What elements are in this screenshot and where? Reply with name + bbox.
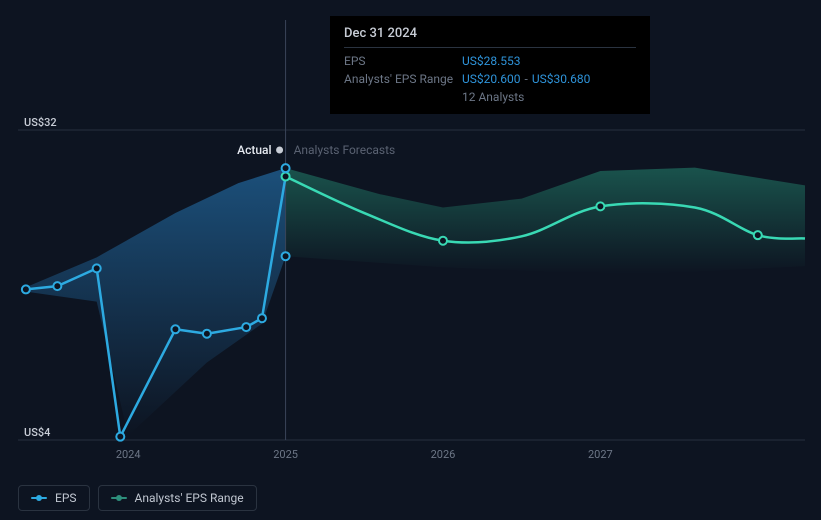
legend-item-range[interactable]: Analysts' EPS Range [98,485,257,511]
legend-swatch-eps [31,497,47,499]
tooltip-range-low: US$20.600 [462,72,521,86]
svg-text:2025: 2025 [273,448,298,461]
svg-text:US$32: US$32 [24,116,57,129]
tooltip-value-range: US$20.600-US$30.680 [462,72,590,86]
svg-text:2027: 2027 [588,448,613,461]
chart-tooltip: Dec 31 2024 EPS US$28.553 Analysts' EPS … [330,16,650,114]
chart-legend: EPS Analysts' EPS Range [18,485,257,511]
legend-label-range: Analysts' EPS Range [135,491,244,505]
svg-text:2024: 2024 [116,448,141,461]
svg-text:Actual: Actual [237,143,271,157]
tooltip-label-eps: EPS [344,54,462,68]
tooltip-divider [344,47,636,48]
tooltip-analyst-count: 12 Analysts [344,90,636,104]
tooltip-row-range: Analysts' EPS Range US$20.600-US$30.680 [344,70,636,88]
tooltip-row-eps: EPS US$28.553 [344,52,636,70]
eps-chart: US$32 US$4 2024 2025 2026 2027 Actual Analysts … [0,0,821,520]
legend-swatch-range [111,497,127,499]
tooltip-date: Dec 31 2024 [344,26,636,41]
tooltip-label-range: Analysts' EPS Range [344,72,462,86]
legend-label-eps: EPS [55,491,77,505]
svg-text:Analysts Forecasts: Analysts Forecasts [294,143,396,157]
tooltip-range-dash: - [525,72,528,86]
tooltip-value-eps: US$28.553 [462,54,521,68]
svg-text:2026: 2026 [431,448,456,461]
svg-text:US$4: US$4 [24,426,50,439]
tooltip-range-high: US$30.680 [532,72,591,86]
legend-item-eps[interactable]: EPS [18,485,90,511]
